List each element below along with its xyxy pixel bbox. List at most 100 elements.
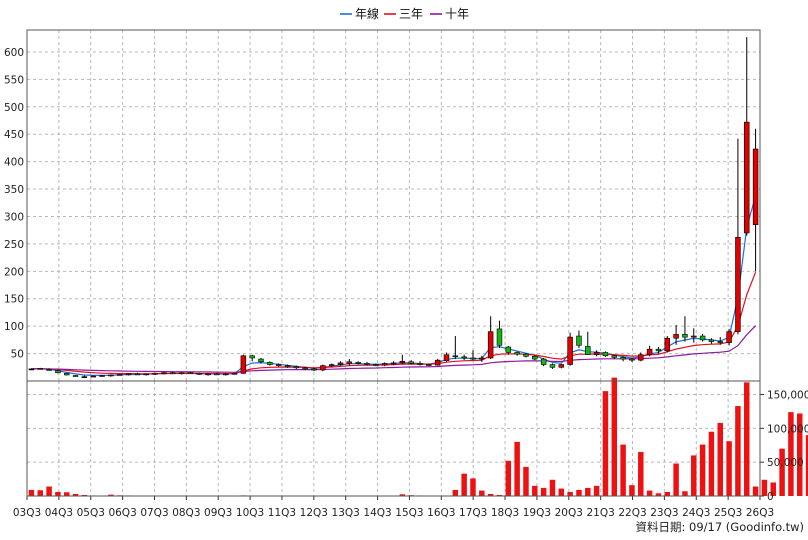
candle-body xyxy=(64,373,70,376)
candle-body xyxy=(134,373,141,376)
candle-body xyxy=(602,352,609,357)
candle xyxy=(205,373,211,376)
candle-body xyxy=(37,368,43,370)
candle xyxy=(46,368,52,371)
volume-bar xyxy=(664,491,671,496)
candle xyxy=(717,337,723,345)
candle xyxy=(479,355,485,362)
candle xyxy=(364,361,370,366)
price-grid xyxy=(26,30,761,381)
candle-body xyxy=(90,375,96,378)
candle-body xyxy=(240,355,247,374)
candle xyxy=(629,357,635,362)
candle-body xyxy=(664,337,670,352)
candle xyxy=(646,345,653,357)
candle-body xyxy=(426,364,432,366)
candle-body xyxy=(117,374,123,376)
x-tick-label: 23Q3 xyxy=(650,507,678,519)
volume-bar xyxy=(788,412,794,496)
candle-body xyxy=(346,361,353,364)
volume-bar xyxy=(55,491,61,496)
legend-label-three-year: 三年 xyxy=(399,7,423,21)
candle xyxy=(302,366,308,371)
candle-body xyxy=(161,372,167,375)
candle-body xyxy=(311,368,317,371)
x-tick-label: 20Q3 xyxy=(555,507,583,519)
candle xyxy=(64,372,70,376)
candle xyxy=(699,333,706,342)
x-tick-label: 19Q3 xyxy=(523,507,551,519)
candle xyxy=(320,364,326,372)
candle-body xyxy=(470,357,476,360)
candle-body xyxy=(258,358,264,363)
candle xyxy=(117,373,123,376)
x-tick-label: 18Q3 xyxy=(491,507,519,519)
candle xyxy=(267,361,273,366)
candle-body xyxy=(752,148,759,225)
candle xyxy=(134,372,141,376)
price-tick-label: 550 xyxy=(4,74,24,86)
candle xyxy=(355,361,361,365)
volume-bar xyxy=(549,479,556,496)
candle-body xyxy=(337,362,344,365)
candle xyxy=(691,328,697,343)
volume-tick-label: 0 xyxy=(767,491,774,503)
candle xyxy=(744,37,750,236)
x-tick-label: 09Q3 xyxy=(204,507,232,519)
volume-bar xyxy=(708,431,715,496)
candle-body xyxy=(81,376,88,378)
volume-bar xyxy=(699,444,706,496)
volume-bar xyxy=(72,493,79,496)
volume-bar xyxy=(576,489,582,496)
x-tick-label: 13Q3 xyxy=(332,507,360,519)
candle xyxy=(540,357,547,367)
candle-body xyxy=(355,362,361,364)
candle-body xyxy=(293,366,300,369)
candle-body xyxy=(673,334,679,339)
candle-body xyxy=(364,363,370,365)
x-tick-label: 14Q3 xyxy=(363,507,391,519)
x-tick-label: 21Q3 xyxy=(586,507,614,519)
candle xyxy=(532,355,538,361)
candle-body xyxy=(302,367,308,370)
data-date-footer: 資料日期: 09/17 (Goodinfo.tw) xyxy=(635,520,804,534)
candle-body xyxy=(514,352,520,355)
x-tick-label: 17Q3 xyxy=(459,507,487,519)
volume-bar xyxy=(399,494,406,496)
candle-body xyxy=(629,358,635,361)
candle-body xyxy=(523,353,529,357)
ten-year-line xyxy=(31,325,757,373)
candle xyxy=(99,374,105,377)
candle-body xyxy=(55,370,61,374)
x-tick-label: 26Q3 xyxy=(746,507,774,519)
volume-bar xyxy=(797,413,803,496)
volume-bar xyxy=(532,485,538,496)
candle xyxy=(470,350,476,361)
x-tick-label: 12Q3 xyxy=(300,507,328,519)
candle-body xyxy=(399,360,406,364)
volume-bar xyxy=(46,486,52,496)
candle xyxy=(505,345,512,355)
volume-bar xyxy=(726,441,732,496)
x-tick-label: 04Q3 xyxy=(45,507,73,519)
candle-body xyxy=(328,364,335,366)
candle-body xyxy=(479,357,485,360)
candle xyxy=(240,354,247,374)
price-tick-label: 100 xyxy=(4,321,24,333)
candle xyxy=(452,336,459,360)
candle-body xyxy=(205,373,211,376)
candle-body xyxy=(567,336,573,365)
candle-body xyxy=(408,361,414,364)
volume-grid xyxy=(26,381,761,496)
volume-tick-label: 50,000 xyxy=(767,457,804,469)
legend-label-ten-year: 十年 xyxy=(445,7,469,21)
candle xyxy=(28,368,35,371)
candle xyxy=(602,351,609,357)
candle xyxy=(390,361,397,366)
volume-bar xyxy=(691,455,697,496)
volume-bar xyxy=(461,473,467,496)
candle xyxy=(275,363,282,367)
volume-bar xyxy=(567,491,573,496)
volume-bar xyxy=(673,463,679,496)
candle-body xyxy=(443,354,450,362)
